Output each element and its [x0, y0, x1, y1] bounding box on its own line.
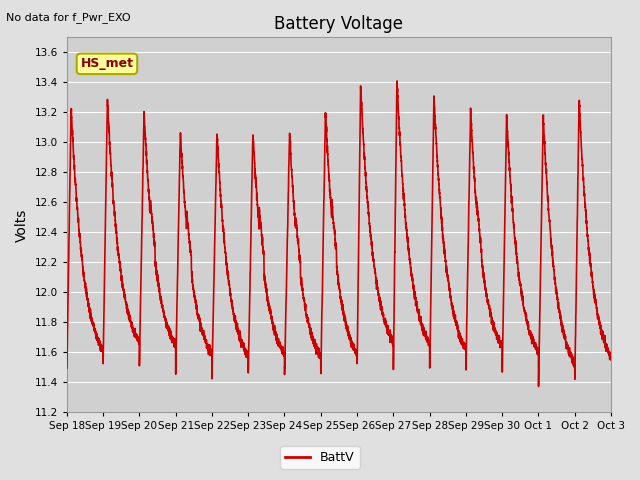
Y-axis label: Volts: Volts [15, 208, 29, 241]
Legend: BattV: BattV [280, 446, 360, 469]
Text: No data for f_Pwr_EXO: No data for f_Pwr_EXO [6, 12, 131, 23]
Text: HS_met: HS_met [81, 57, 133, 71]
Title: Battery Voltage: Battery Voltage [275, 15, 403, 33]
